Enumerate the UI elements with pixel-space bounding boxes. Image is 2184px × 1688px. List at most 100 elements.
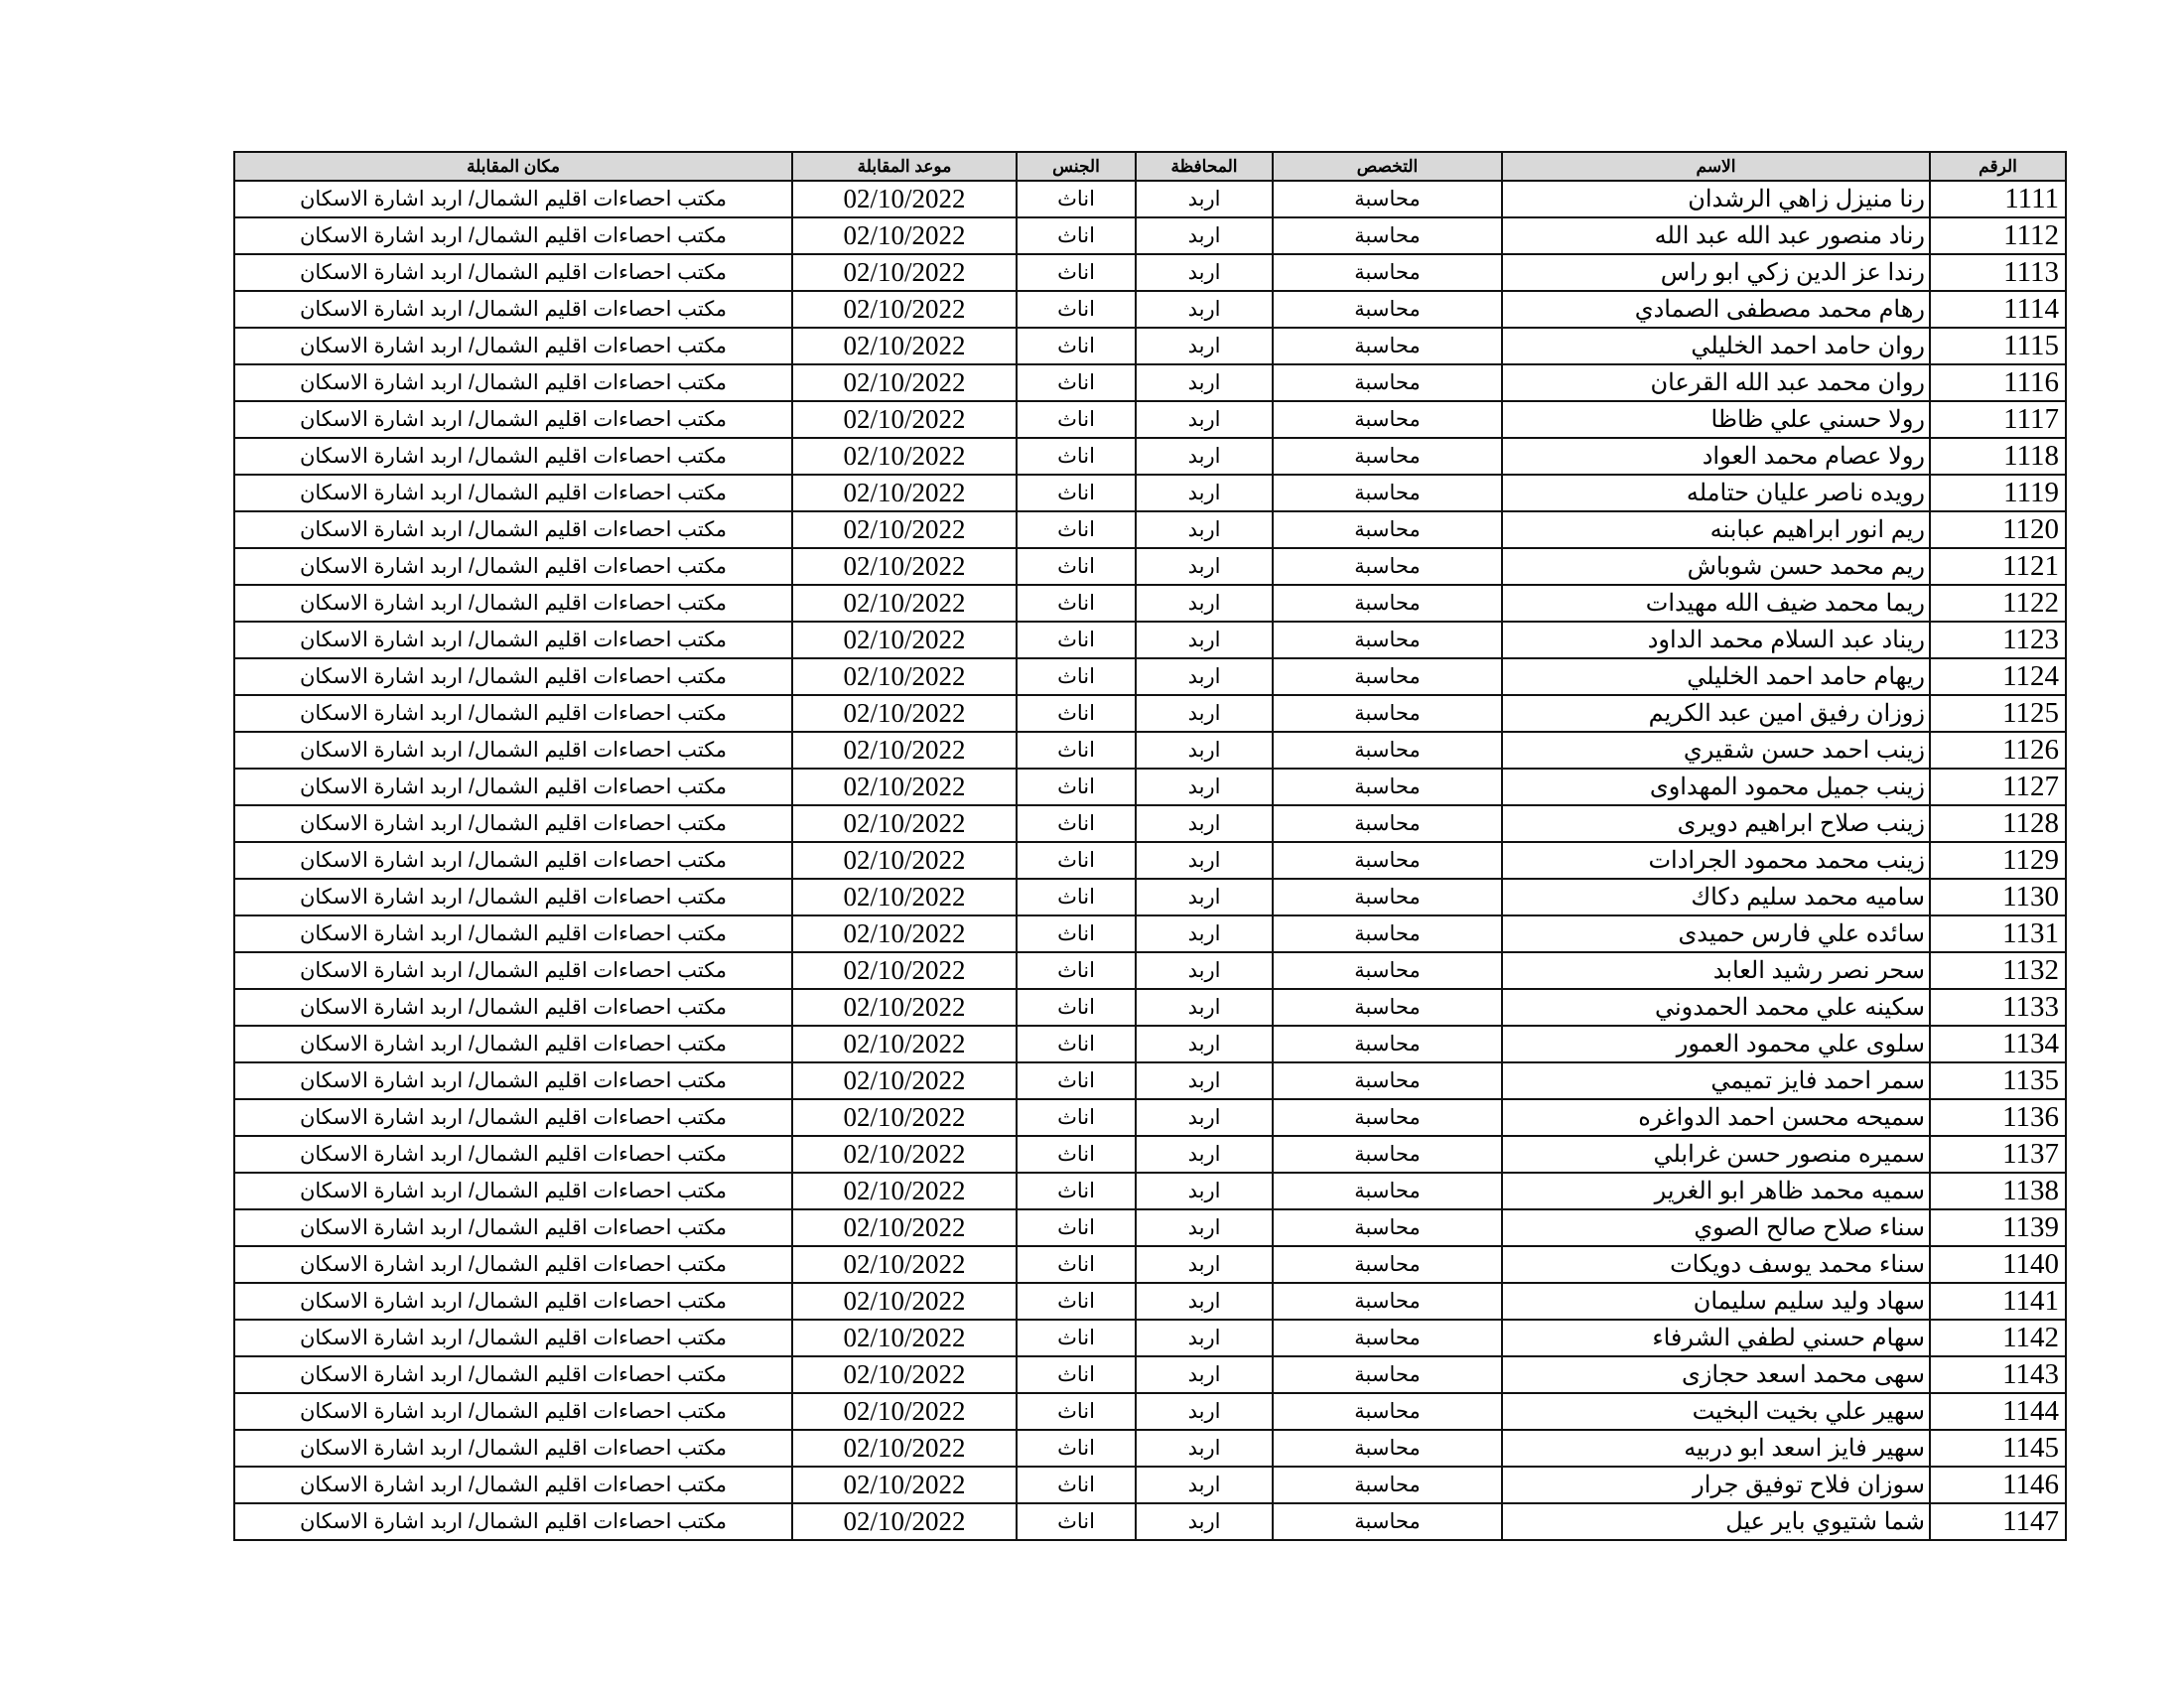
cell-governorate: اربد [1135,327,1274,365]
cell-location: مكتب احصاءات اقليم الشمال/ اربد اشارة ال… [233,1135,793,1174]
cell-gender: اناث [1016,1245,1137,1284]
cell-number: 1123 [1929,621,2067,659]
table-row: مكتب احصاءات اقليم الشمال/ اربد اشارة ال… [233,400,2067,439]
cell-specialty: محاسبة [1272,290,1503,329]
cell-gender: اناث [1016,510,1137,549]
cell-governorate: اربد [1135,694,1274,733]
cell-date: 02/10/2022 [791,1466,1018,1504]
cell-governorate: اربد [1135,1061,1274,1100]
cell-date: 02/10/2022 [791,841,1018,880]
cell-location: مكتب احصاءات اقليم الشمال/ اربد اشارة ال… [233,547,793,586]
cell-location: مكتب احصاءات اقليم الشمال/ اربد اشارة ال… [233,1429,793,1468]
cell-gender: اناث [1016,1061,1137,1100]
cell-number: 1125 [1929,694,2067,733]
cell-location: مكتب احصاءات اقليم الشمال/ اربد اشارة ال… [233,841,793,880]
cell-governorate: اربد [1135,290,1274,329]
cell-governorate: اربد [1135,1098,1274,1137]
cell-location: مكتب احصاءات اقليم الشمال/ اربد اشارة ال… [233,1025,793,1063]
cell-location: مكتب احصاءات اقليم الشمال/ اربد اشارة ال… [233,804,793,843]
cell-number: 1116 [1929,363,2067,402]
table-row: مكتب احصاءات اقليم الشمال/ اربد اشارة ال… [233,584,2067,623]
table-row: مكتب احصاءات اقليم الشمال/ اربد اشارة ال… [233,1025,2067,1063]
cell-location: مكتب احصاءات اقليم الشمال/ اربد اشارة ال… [233,327,793,365]
cell-name: سمر احمد فايز تميمي [1501,1061,1931,1100]
cell-name: سهى محمد اسعد حجازى [1501,1355,1931,1394]
cell-date: 02/10/2022 [791,1355,1018,1394]
cell-gender: اناث [1016,253,1137,292]
cell-number: 1124 [1929,657,2067,696]
cell-specialty: محاسبة [1272,1245,1503,1284]
cell-number: 1128 [1929,804,2067,843]
cell-date: 02/10/2022 [791,400,1018,439]
cell-number: 1145 [1929,1429,2067,1468]
cell-name: رندا عز الدين زكي ابو راس [1501,253,1931,292]
cell-date: 02/10/2022 [791,327,1018,365]
cell-governorate: اربد [1135,400,1274,439]
cell-location: مكتب احصاءات اقليم الشمال/ اربد اشارة ال… [233,400,793,439]
cell-location: مكتب احصاءات اقليم الشمال/ اربد اشارة ال… [233,657,793,696]
cell-name: رولا عصام محمد العواد [1501,437,1931,476]
header-gender: الجنس [1016,151,1137,182]
table-row: مكتب احصاءات اقليم الشمال/ اربد اشارة ال… [233,327,2067,365]
cell-gender: اناث [1016,327,1137,365]
cell-date: 02/10/2022 [791,510,1018,549]
cell-number: 1117 [1929,400,2067,439]
cell-number: 1132 [1929,951,2067,990]
cell-name: ريم محمد حسن شوباش [1501,547,1931,586]
table-row: مكتب احصاءات اقليم الشمال/ اربد اشارة ال… [233,914,2067,953]
header-row: مكان المقابلة موعد المقابلة الجنس المحاف… [233,151,2067,182]
cell-gender: اناث [1016,547,1137,586]
cell-date: 02/10/2022 [791,804,1018,843]
table-row: مكتب احصاءات اقليم الشمال/ اربد اشارة ال… [233,1245,2067,1284]
cell-date: 02/10/2022 [791,621,1018,659]
table-row: مكتب احصاءات اقليم الشمال/ اربد اشارة ال… [233,474,2067,512]
cell-location: مكتب احصاءات اقليم الشمال/ اربد اشارة ال… [233,1282,793,1321]
table-row: مكتب احصاءات اقليم الشمال/ اربد اشارة ال… [233,547,2067,586]
cell-governorate: اربد [1135,1172,1274,1210]
cell-governorate: اربد [1135,621,1274,659]
cell-number: 1134 [1929,1025,2067,1063]
cell-specialty: محاسبة [1272,621,1503,659]
cell-location: مكتب احصاءات اقليم الشمال/ اربد اشارة ال… [233,1466,793,1504]
cell-location: مكتب احصاءات اقليم الشمال/ اربد اشارة ال… [233,1172,793,1210]
cell-specialty: محاسبة [1272,1098,1503,1137]
cell-gender: اناث [1016,1502,1137,1541]
cell-specialty: محاسبة [1272,363,1503,402]
header-specialty: التخصص [1272,151,1503,182]
table-row: مكتب احصاءات اقليم الشمال/ اربد اشارة ال… [233,657,2067,696]
cell-date: 02/10/2022 [791,951,1018,990]
candidates-table: مكان المقابلة موعد المقابلة الجنس المحاف… [233,151,2067,1541]
cell-location: مكتب احصاءات اقليم الشمال/ اربد اشارة ال… [233,914,793,953]
table-row: مكتب احصاءات اقليم الشمال/ اربد اشارة ال… [233,1466,2067,1504]
cell-date: 02/10/2022 [791,474,1018,512]
table-row: مكتب احصاءات اقليم الشمال/ اربد اشارة ال… [233,1319,2067,1357]
cell-specialty: محاسبة [1272,1429,1503,1468]
cell-gender: اناث [1016,878,1137,916]
cell-governorate: اربد [1135,657,1274,696]
cell-name: سميحه محسن احمد الدواغره [1501,1098,1931,1137]
cell-date: 02/10/2022 [791,694,1018,733]
cell-gender: اناث [1016,694,1137,733]
table-row: مكتب احصاءات اقليم الشمال/ اربد اشارة ال… [233,290,2067,329]
cell-name: رنا منيزل زاهي الرشدان [1501,180,1931,218]
table-row: مكتب احصاءات اقليم الشمال/ اربد اشارة ال… [233,1061,2067,1100]
cell-governorate: اربد [1135,951,1274,990]
cell-location: مكتب احصاءات اقليم الشمال/ اربد اشارة ال… [233,621,793,659]
cell-date: 02/10/2022 [791,1061,1018,1100]
cell-number: 1144 [1929,1392,2067,1431]
table-row: مكتب احصاءات اقليم الشمال/ اربد اشارة ال… [233,841,2067,880]
cell-location: مكتب احصاءات اقليم الشمال/ اربد اشارة ال… [233,1061,793,1100]
table-row: مكتب احصاءات اقليم الشمال/ اربد اشارة ال… [233,621,2067,659]
cell-number: 1139 [1929,1208,2067,1247]
cell-gender: اناث [1016,657,1137,696]
cell-number: 1137 [1929,1135,2067,1174]
cell-specialty: محاسبة [1272,951,1503,990]
cell-location: مكتب احصاءات اقليم الشمال/ اربد اشارة ال… [233,437,793,476]
cell-name: سهير علي بخيت البخيت [1501,1392,1931,1431]
cell-gender: اناث [1016,1466,1137,1504]
cell-number: 1113 [1929,253,2067,292]
cell-name: ريما محمد ضيف الله مهيدات [1501,584,1931,623]
cell-specialty: محاسبة [1272,216,1503,255]
cell-specialty: محاسبة [1272,657,1503,696]
table-row: مكتب احصاءات اقليم الشمال/ اربد اشارة ال… [233,437,2067,476]
